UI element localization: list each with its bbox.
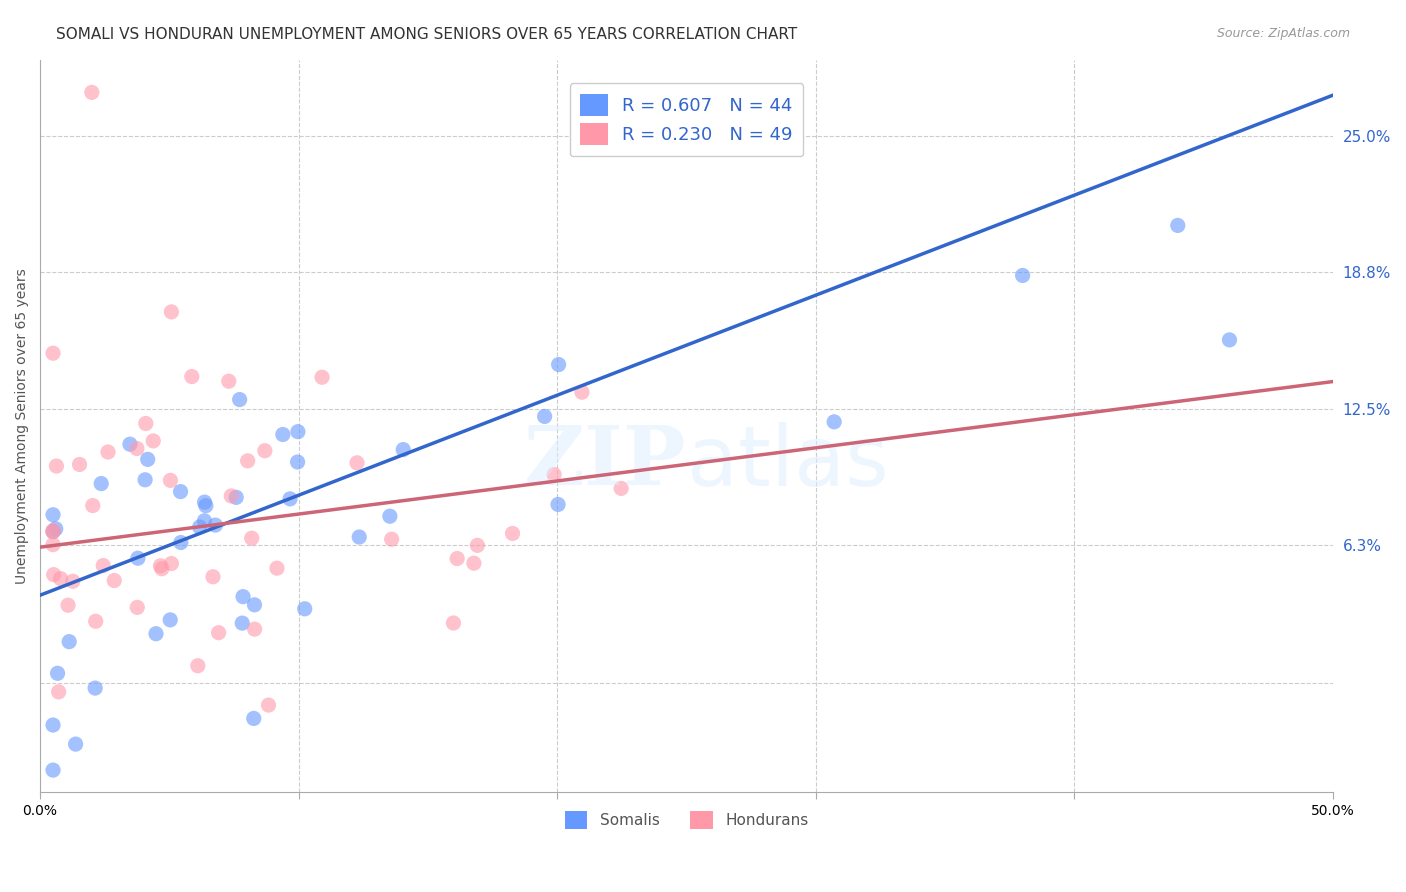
Hondurans <box>446 551 468 566</box>
Somalis <box>1218 333 1240 347</box>
Somalis <box>242 711 264 725</box>
Hondurans <box>543 467 565 482</box>
Hondurans <box>236 454 259 468</box>
Hondurans <box>149 558 172 573</box>
Hondurans <box>42 346 65 360</box>
Hondurans <box>180 369 202 384</box>
Hondurans <box>42 524 65 538</box>
Hondurans <box>257 698 280 712</box>
Hondurans <box>253 443 276 458</box>
Somalis <box>159 613 181 627</box>
Somalis <box>194 499 217 513</box>
Hondurans <box>80 86 103 100</box>
Text: Source: ZipAtlas.com: Source: ZipAtlas.com <box>1216 27 1350 40</box>
Hondurans <box>91 558 114 573</box>
Somalis <box>134 473 156 487</box>
Somalis <box>188 520 211 534</box>
Somalis <box>1167 219 1189 233</box>
Hondurans <box>571 385 593 400</box>
Hondurans <box>42 538 65 552</box>
Hondurans <box>219 489 242 503</box>
Hondurans <box>240 531 263 545</box>
Somalis <box>42 763 65 777</box>
Somalis <box>378 509 401 524</box>
Somalis <box>349 530 371 544</box>
Somalis <box>90 476 112 491</box>
Hondurans <box>160 305 183 319</box>
Hondurans <box>56 598 79 612</box>
Hondurans <box>463 556 485 570</box>
Hondurans <box>97 445 120 459</box>
Hondurans <box>125 442 148 456</box>
Somalis <box>136 452 159 467</box>
Somalis <box>169 484 191 499</box>
Text: atlas: atlas <box>686 422 889 503</box>
Somalis <box>392 442 415 457</box>
Hondurans <box>42 524 65 539</box>
Somalis <box>118 437 141 451</box>
Hondurans <box>49 572 72 586</box>
Hondurans <box>150 562 173 576</box>
Somalis <box>294 602 316 616</box>
Hondurans <box>62 574 84 589</box>
Hondurans <box>266 561 288 575</box>
Somalis <box>193 495 215 509</box>
Somalis <box>823 415 845 429</box>
Somalis <box>46 666 69 681</box>
Hondurans <box>103 574 125 588</box>
Somalis <box>271 427 294 442</box>
Somalis <box>547 498 569 512</box>
Hondurans <box>502 526 524 541</box>
Hondurans <box>142 434 165 448</box>
Hondurans <box>201 570 224 584</box>
Hondurans <box>84 615 107 629</box>
Legend: Somalis, Hondurans: Somalis, Hondurans <box>558 805 814 836</box>
Somalis <box>228 392 250 407</box>
Somalis <box>232 590 254 604</box>
Somalis <box>231 616 253 631</box>
Hondurans <box>187 658 209 673</box>
Somalis <box>58 634 80 648</box>
Hondurans <box>45 458 67 473</box>
Hondurans <box>311 370 333 384</box>
Somalis <box>42 508 65 522</box>
Somalis <box>204 518 226 533</box>
Hondurans <box>48 685 70 699</box>
Somalis <box>84 681 107 695</box>
Hondurans <box>207 625 229 640</box>
Hondurans <box>218 374 240 388</box>
Somalis <box>243 598 266 612</box>
Hondurans <box>467 538 489 552</box>
Hondurans <box>346 456 368 470</box>
Hondurans <box>160 557 183 571</box>
Somalis <box>65 737 87 751</box>
Somalis <box>287 455 309 469</box>
Hondurans <box>381 532 404 546</box>
Somalis <box>547 358 569 372</box>
Hondurans <box>82 499 104 513</box>
Hondurans <box>443 615 465 630</box>
Somalis <box>145 626 167 640</box>
Text: SOMALI VS HONDURAN UNEMPLOYMENT AMONG SENIORS OVER 65 YEARS CORRELATION CHART: SOMALI VS HONDURAN UNEMPLOYMENT AMONG SE… <box>56 27 797 42</box>
Somalis <box>127 551 149 566</box>
Hondurans <box>159 474 181 488</box>
Hondurans <box>135 417 157 431</box>
Somalis <box>1011 268 1033 283</box>
Somalis <box>42 524 65 539</box>
Hondurans <box>610 482 633 496</box>
Y-axis label: Unemployment Among Seniors over 65 years: Unemployment Among Seniors over 65 years <box>15 268 30 583</box>
Text: ZIP: ZIP <box>524 423 686 502</box>
Somalis <box>278 491 301 506</box>
Somalis <box>42 718 65 732</box>
Hondurans <box>127 600 149 615</box>
Somalis <box>225 491 247 505</box>
Hondurans <box>42 567 65 582</box>
Somalis <box>45 522 67 536</box>
Somalis <box>170 535 193 549</box>
Somalis <box>193 514 215 528</box>
Hondurans <box>69 458 91 472</box>
Hondurans <box>243 622 266 636</box>
Somalis <box>287 425 309 439</box>
Somalis <box>533 409 555 424</box>
